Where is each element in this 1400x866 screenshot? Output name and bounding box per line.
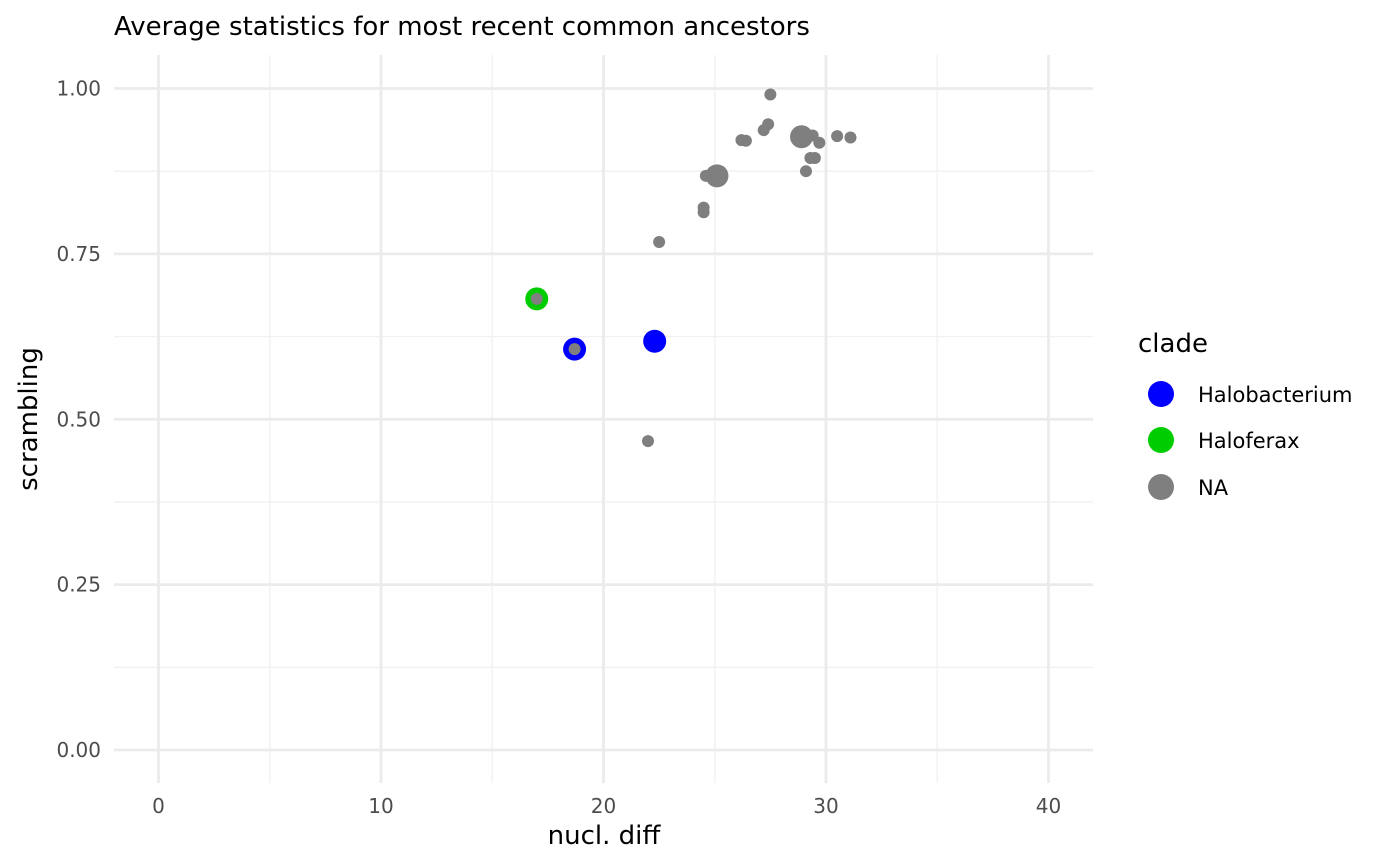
- y-axis-ticks: 0.00 0.25 0.50 0.75 1.00: [56, 77, 101, 763]
- legend-entries: Halobacterium Haloferax NA: [1148, 381, 1352, 500]
- point-na-small: [808, 151, 821, 164]
- legend-key-na: [1148, 474, 1174, 500]
- point-na-small: [799, 165, 812, 178]
- x-axis-ticks: 0 10 20 30 40: [152, 794, 1061, 818]
- point-na-large: [705, 164, 729, 188]
- point-na-small: [642, 435, 654, 448]
- y-axis-title: scrambling: [14, 347, 44, 491]
- y-tick-label: 1.00: [56, 77, 101, 101]
- x-axis-title: nucl. diff: [548, 821, 662, 851]
- x-tick-label: 30: [813, 794, 838, 818]
- point-na-small: [739, 134, 752, 147]
- point-na-small: [697, 201, 710, 214]
- x-tick-label: 20: [591, 794, 616, 818]
- y-tick-label: 0.75: [56, 242, 101, 266]
- point-na-small: [530, 292, 543, 305]
- point-halobacterium-large: [643, 329, 667, 353]
- point-na-small: [831, 130, 844, 143]
- legend: clade Halobacterium Haloferax NA: [1138, 329, 1352, 500]
- data-points: [525, 88, 857, 448]
- legend-key-halobacterium: [1148, 381, 1174, 407]
- point-na-small: [653, 235, 666, 248]
- y-tick-label: 0.25: [56, 573, 101, 597]
- point-na-small: [762, 118, 775, 131]
- point-na-large: [790, 125, 814, 149]
- grid-major: [114, 55, 1093, 783]
- point-na-small: [844, 131, 857, 144]
- point-na-small: [568, 343, 581, 356]
- point-na-small: [813, 136, 826, 149]
- y-tick-label: 0.00: [56, 738, 101, 762]
- point-na-small: [699, 169, 712, 182]
- x-tick-label: 10: [368, 794, 393, 818]
- chart-title: Average statistics for most recent commo…: [114, 12, 810, 42]
- point-na-small: [764, 88, 777, 101]
- legend-label-halobacterium: Halobacterium: [1198, 383, 1352, 407]
- legend-key-haloferax: [1148, 427, 1174, 453]
- x-tick-label: 40: [1036, 794, 1061, 818]
- legend-title: clade: [1138, 329, 1208, 359]
- y-tick-label: 0.50: [56, 407, 101, 431]
- x-tick-label: 0: [152, 794, 165, 818]
- legend-label-haloferax: Haloferax: [1198, 429, 1300, 453]
- legend-label-na: NA: [1198, 476, 1229, 500]
